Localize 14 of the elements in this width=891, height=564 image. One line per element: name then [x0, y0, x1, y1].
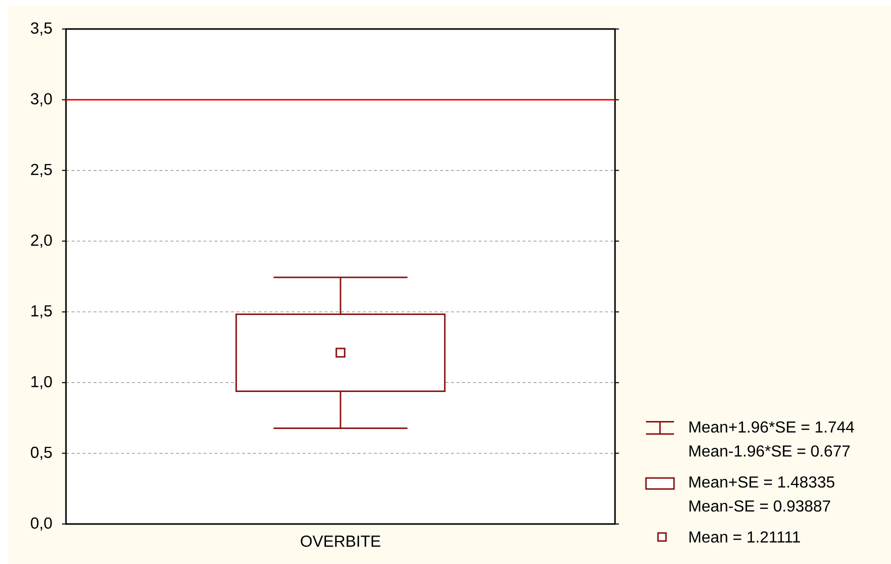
- x-tick-label: OVERBITE: [300, 536, 380, 547]
- text: Mean-SE = 0.93887: [690, 500, 830, 512]
- text: Mean = 1.21111: [690, 531, 800, 543]
- text: Mean-1.96*SE = 0.677: [690, 445, 850, 457]
- y-tick-label: 0,5: [30, 446, 52, 460]
- text: Mean+1.96*SE = 1.744: [690, 421, 854, 433]
- y-tick-label: 2,0: [31, 234, 52, 248]
- y-tick-label: 0,0: [30, 517, 52, 531]
- y-tick-label: 2,5: [31, 164, 52, 178]
- y-tick-label: 1,0: [31, 376, 52, 390]
- y-tick-label: 3,0: [30, 93, 52, 106]
- y-tick-label: 1,5: [31, 305, 52, 318]
- y-tick-label: 3,5: [30, 22, 52, 36]
- text: Mean+SE = 1.48335: [690, 476, 834, 488]
